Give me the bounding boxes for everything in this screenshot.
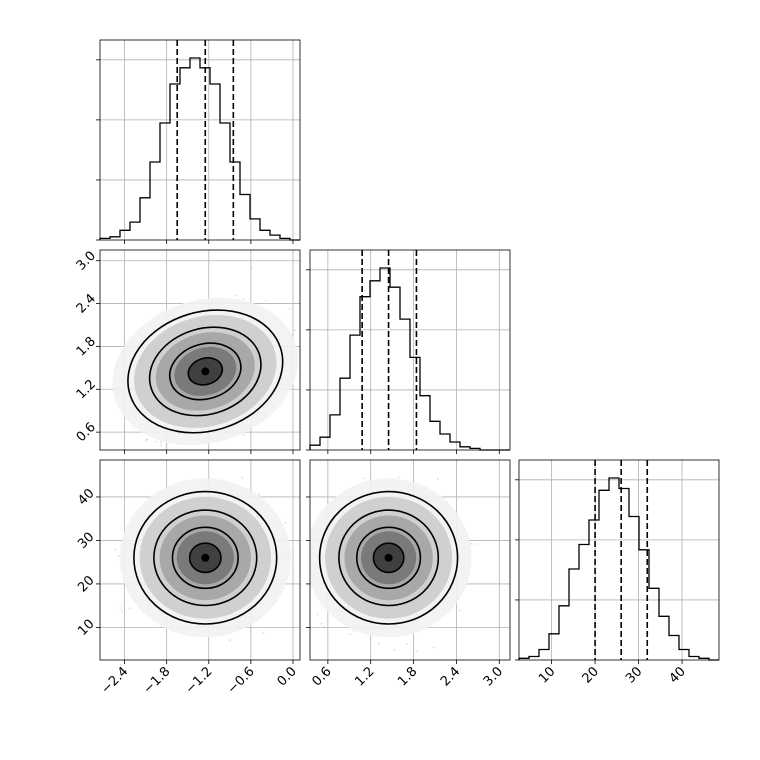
sample-point [145, 439, 148, 442]
histogram-step [518, 477, 719, 661]
sample-point [352, 630, 355, 632]
sample-point [242, 298, 245, 300]
panel-frame [518, 459, 720, 661]
sample-point [242, 433, 245, 436]
sample-point [234, 294, 237, 297]
sample-point [262, 631, 265, 634]
sample-point [119, 607, 122, 609]
contour-line [356, 526, 422, 590]
sample-point [264, 299, 267, 302]
contour-line [133, 490, 278, 625]
sample-point [377, 642, 380, 645]
sample-point [393, 649, 395, 651]
sample-point [241, 476, 244, 479]
sample-point [250, 267, 253, 270]
panel-frame [309, 459, 511, 661]
sample-point [363, 477, 366, 480]
sample-point [258, 302, 261, 305]
sample-point [432, 646, 435, 649]
sample-point [114, 548, 117, 551]
contour-line [188, 542, 222, 574]
contour-line [153, 509, 258, 607]
contour-line [372, 542, 405, 574]
contour-line [148, 326, 262, 417]
contour-line [318, 490, 459, 625]
sample-point [415, 650, 418, 652]
sample-point [458, 609, 461, 612]
density-area [114, 476, 292, 642]
sample-point [129, 607, 131, 610]
density-peak [201, 367, 210, 376]
panel-frame [99, 249, 301, 451]
sample-point [316, 613, 319, 616]
density-area [310, 476, 479, 652]
sample-point [437, 478, 439, 480]
sample-point [154, 441, 157, 443]
panel-frame [309, 249, 511, 451]
histogram-0 [96, 39, 301, 241]
panel-0-2 [99, 459, 301, 661]
sample-point [320, 622, 323, 625]
sample-point [258, 493, 260, 496]
sample-point [294, 329, 297, 331]
contour-line [171, 526, 239, 590]
contour-line [168, 342, 242, 401]
sample-point [284, 521, 287, 524]
density-area [112, 267, 299, 450]
sample-point [406, 643, 408, 645]
sample-point [228, 639, 231, 642]
panel-1-2 [309, 459, 511, 661]
contour-line [187, 357, 224, 386]
panel-frame [99, 39, 301, 241]
sample-point [397, 476, 400, 479]
histogram-step [99, 57, 300, 241]
sample-point [160, 444, 163, 447]
histogram-step [309, 267, 510, 451]
sample-point [121, 610, 123, 613]
sample-point [145, 438, 148, 441]
density-peak [201, 553, 210, 562]
contour-line [338, 509, 440, 607]
histogram-2 [515, 459, 720, 661]
sample-point [470, 543, 473, 545]
density-peak [384, 553, 393, 562]
sample-point [117, 555, 120, 558]
sample-point [288, 308, 291, 310]
contour-line [127, 309, 284, 434]
panel-frame [99, 459, 301, 661]
sample-point [160, 441, 162, 444]
sample-point [349, 633, 352, 635]
sample-point [476, 543, 479, 545]
panel-0-1 [99, 249, 301, 451]
histogram-1 [306, 249, 511, 451]
sample-point [323, 626, 325, 629]
